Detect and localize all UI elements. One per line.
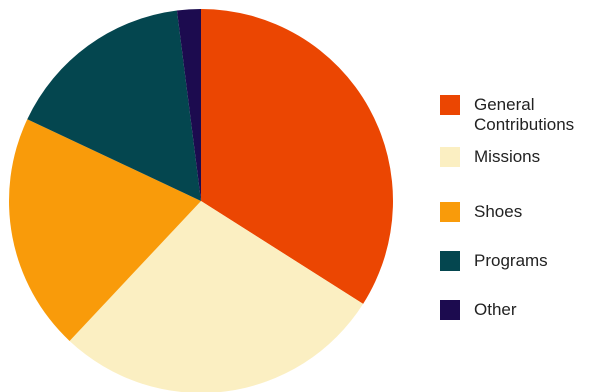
legend-item-shoes: Shoes: [440, 202, 522, 222]
legend-label-other: Other: [474, 300, 517, 319]
legend-label-programs: Programs: [474, 251, 548, 270]
legend-swatch-programs: [440, 251, 460, 271]
legend-swatch-general-contributions: [440, 95, 460, 115]
pie-slice-programs: [27, 10, 201, 202]
legend-swatch-missions: [440, 147, 460, 167]
legend-item-general-contributions: General Contributions: [440, 95, 574, 135]
pie-slice-shoes: [8, 119, 201, 341]
legend-item-missions: Missions: [440, 147, 540, 167]
legend-label-missions: Missions: [474, 147, 541, 166]
legend-label-general-contributions: General Contributions: [474, 95, 575, 134]
pie-slice-missions: [69, 201, 364, 392]
pie-slice-other: [176, 8, 201, 201]
legend-item-other: Other: [440, 300, 517, 320]
legend-label-shoes: Shoes: [474, 202, 523, 221]
legend-swatch-shoes: [440, 202, 460, 222]
legend-item-programs: Programs: [440, 251, 548, 271]
pie-slice-general-contributions: [201, 9, 393, 304]
legend-swatch-other: [440, 300, 460, 320]
